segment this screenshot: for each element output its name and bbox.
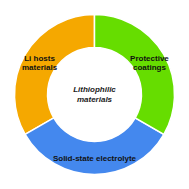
svg-text:Protectivecoatings: Protectivecoatings — [130, 54, 169, 72]
svg-text:Solid-state electrolyte: Solid-state electrolyte — [53, 154, 137, 163]
svg-text:Li hostsmaterials: Li hostsmaterials — [22, 54, 58, 72]
html-text:Lithiophilic: Lithiophilic — [73, 84, 116, 94]
html-text:materials: materials — [76, 94, 113, 104]
